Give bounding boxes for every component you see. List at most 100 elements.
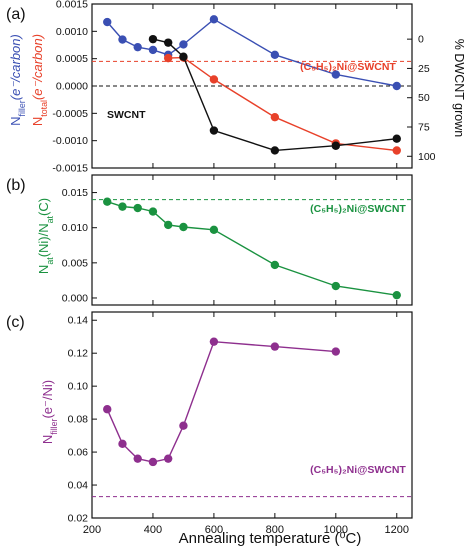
y-axis-label-part: total — [39, 100, 49, 117]
data-point — [148, 34, 158, 44]
series-line — [106, 340, 336, 463]
y-tick-label: 0.0015 — [56, 0, 88, 11]
plot-frame — [91, 311, 413, 519]
y-axis-label-part: N — [30, 117, 45, 126]
panel-label: (a) — [6, 6, 26, 23]
y-axis-label: Ntotal(e⁻/carbon) — [30, 34, 49, 126]
y-axis-label: Nfiller(e⁻/Ni) — [40, 380, 59, 444]
data-point — [148, 207, 158, 216]
data-point — [179, 40, 188, 49]
data-point — [163, 220, 173, 230]
x-axis-label: Annealing temperature (⁰C) — [179, 530, 362, 547]
y-tick-label: 0.10 — [68, 381, 89, 393]
y2-tick-label: 50 — [418, 92, 430, 104]
y-axis-label-part: N — [36, 265, 51, 274]
panel-c: 200 400 600 800 1000 1200 0.02 0.04 0.06 0.08 0.10… — [6, 311, 413, 536]
data-point — [331, 281, 341, 291]
data-point — [331, 347, 341, 356]
panel-b: 0.000 0.005 0.010 0.015 (b) (C₅H₅)₂Ni@SWCNT — [6, 174, 413, 306]
data-point — [163, 454, 173, 463]
data-point — [209, 126, 219, 135]
y-axis-label-part: (e⁻/carbon) — [30, 34, 45, 100]
data-point — [163, 53, 173, 63]
data-point — [118, 35, 127, 44]
data-point — [103, 405, 112, 414]
y-tick-label: 0.14 — [68, 315, 89, 327]
data-point — [179, 421, 188, 430]
data-point — [209, 15, 219, 24]
y-axis-label-part: filler — [49, 418, 59, 434]
y-axis-label-part: (Ni)/N — [36, 223, 51, 257]
panel-label: (c) — [6, 314, 25, 331]
reference-annotation: (C₅H₅)₂Ni@SWCNT — [300, 61, 396, 73]
y-tick-label: 0.0000 — [56, 81, 88, 93]
data-point — [270, 50, 280, 60]
data-point — [392, 290, 401, 300]
x-tick-label: 400 — [144, 524, 162, 536]
y-axis-label: Nfiller(e⁻/carbon) — [8, 34, 27, 126]
data-point — [209, 225, 219, 235]
reference-annotation: (C₅H₅)₂Ni@SWCNT — [310, 464, 406, 476]
y-tick-label: -0.0010 — [52, 135, 88, 147]
y-tick-label: 0.06 — [68, 447, 89, 459]
data-point — [331, 70, 341, 79]
data-point — [392, 134, 401, 143]
data-point — [392, 81, 401, 91]
x-tick-label: 1000 — [324, 524, 348, 536]
y-tick-label: -0.0015 — [52, 163, 88, 175]
data-point — [270, 342, 280, 351]
y-tick-label: -0.0005 — [52, 108, 88, 120]
data-point — [103, 197, 112, 206]
y-tick-label: 0.010 — [62, 222, 88, 234]
x-tick-label: 1200 — [385, 524, 409, 536]
y-tick-label: 0.015 — [62, 187, 88, 199]
data-point — [331, 141, 341, 150]
data-point — [118, 202, 127, 211]
y-axis-label-part: (C) — [36, 198, 51, 216]
data-point — [133, 454, 142, 463]
y-tick-label: 0.08 — [68, 414, 89, 426]
data-point — [270, 112, 280, 122]
plot-frame — [91, 174, 413, 306]
panel-a: -0.0015 -0.0010 -0.0005 0.0000 0.0005 0.0010 0… — [6, 0, 466, 175]
swcnt-annotation: SWCNT — [107, 109, 146, 121]
data-point — [179, 52, 188, 61]
data-point — [270, 260, 280, 270]
y-tick-label: 0.000 — [62, 292, 88, 304]
y2-tick-label: 25 — [418, 63, 430, 75]
y-axis-label-part: at — [45, 215, 55, 223]
y2-axis-label: % DWCNT grown — [452, 39, 466, 137]
y2-tick-label: 75 — [418, 122, 430, 134]
y2-tick-label: 0 — [418, 34, 424, 46]
y-tick-label: 0.0010 — [56, 26, 88, 38]
x-tick-label: 600 — [205, 524, 223, 536]
data-point — [133, 203, 142, 213]
panel-label: (b) — [6, 177, 26, 194]
data-point — [163, 38, 173, 47]
data-point — [209, 337, 219, 346]
y2-tick-label: 100 — [418, 151, 436, 163]
data-point — [148, 457, 158, 467]
y-axis-label-part: (e⁻/Ni) — [40, 380, 55, 419]
data-point — [270, 146, 280, 155]
data-point — [209, 75, 219, 84]
y-tick-label: 0.02 — [68, 513, 89, 525]
y-axis-label-part: N — [40, 435, 55, 444]
y-axis-label: Nat(Ni)/Nat(C) — [36, 198, 55, 274]
reference-annotation: (C₅H₅)₂Ni@SWCNT — [310, 203, 406, 215]
data-point — [118, 439, 127, 449]
x-tick-label: 200 — [83, 524, 101, 536]
y-tick-label: 0.12 — [68, 348, 89, 360]
series-line — [106, 201, 397, 296]
data-point — [133, 42, 142, 52]
y-axis-label-part: at — [45, 257, 55, 265]
x-tick-label: 800 — [266, 524, 284, 536]
y-tick-label: 0.04 — [68, 480, 89, 492]
data-point — [148, 45, 158, 55]
y-axis-label-part: (e⁻/carbon) — [8, 34, 23, 100]
data-point — [392, 146, 401, 155]
y-axis-label-part: filler — [17, 100, 27, 116]
y-tick-label: 0.005 — [62, 257, 88, 269]
y-axis-label-part: N — [8, 116, 23, 125]
